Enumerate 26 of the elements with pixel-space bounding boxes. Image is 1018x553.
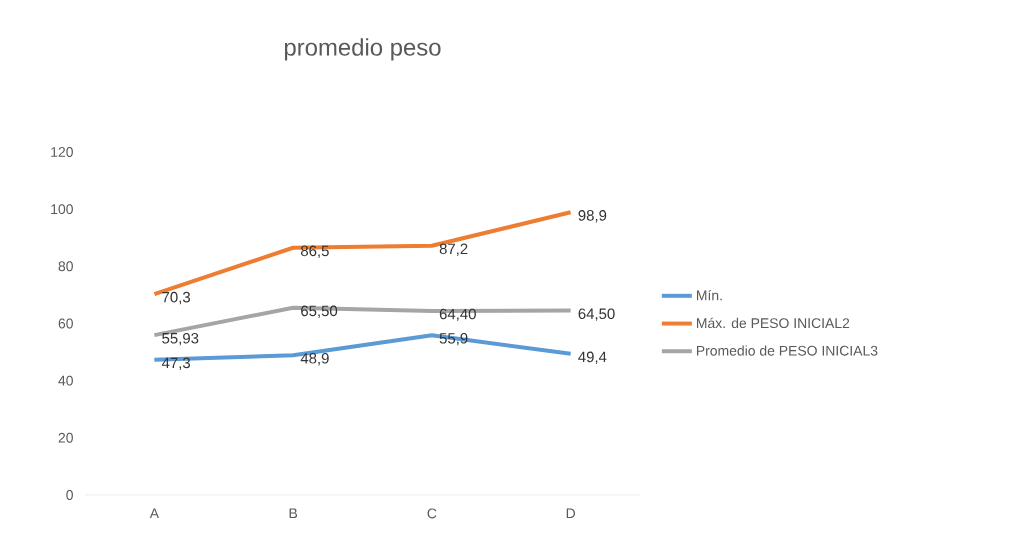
x-tick-label: D	[566, 508, 575, 519]
legend-label: Máx. de PESO INICIAL2	[696, 317, 850, 329]
x-tick-label: A	[149, 508, 160, 519]
data-label: 55,93	[162, 332, 199, 346]
legend-label: Mín.	[696, 289, 722, 301]
data-label: 87,2	[439, 243, 468, 256]
y-tick-label: 0	[66, 490, 73, 500]
data-label: 48,9	[300, 353, 329, 366]
y-tick-label: 60	[58, 318, 73, 329]
data-label: 49,4	[578, 351, 607, 364]
data-label: 64,50	[578, 308, 615, 321]
y-tick-label: 40	[58, 375, 73, 386]
data-label: 47,3	[161, 357, 191, 370]
data-label: 65,50	[301, 305, 338, 318]
data-label: 86,5	[300, 245, 329, 258]
data-label: 64,40	[439, 308, 476, 322]
chart-title: promedio peso	[284, 38, 441, 61]
legend-label: Promedio de PESO INICIAL3	[696, 345, 878, 356]
x-tick-label: B	[289, 508, 298, 519]
y-tick-label: 100	[51, 204, 73, 215]
x-tick-label: C	[427, 508, 437, 519]
data-label: 98,9	[578, 210, 607, 223]
data-label: 70,3	[162, 291, 191, 305]
y-tick-label: 120	[51, 147, 73, 157]
y-tick-label: 20	[58, 432, 73, 443]
y-tick-label: 80	[58, 261, 73, 272]
